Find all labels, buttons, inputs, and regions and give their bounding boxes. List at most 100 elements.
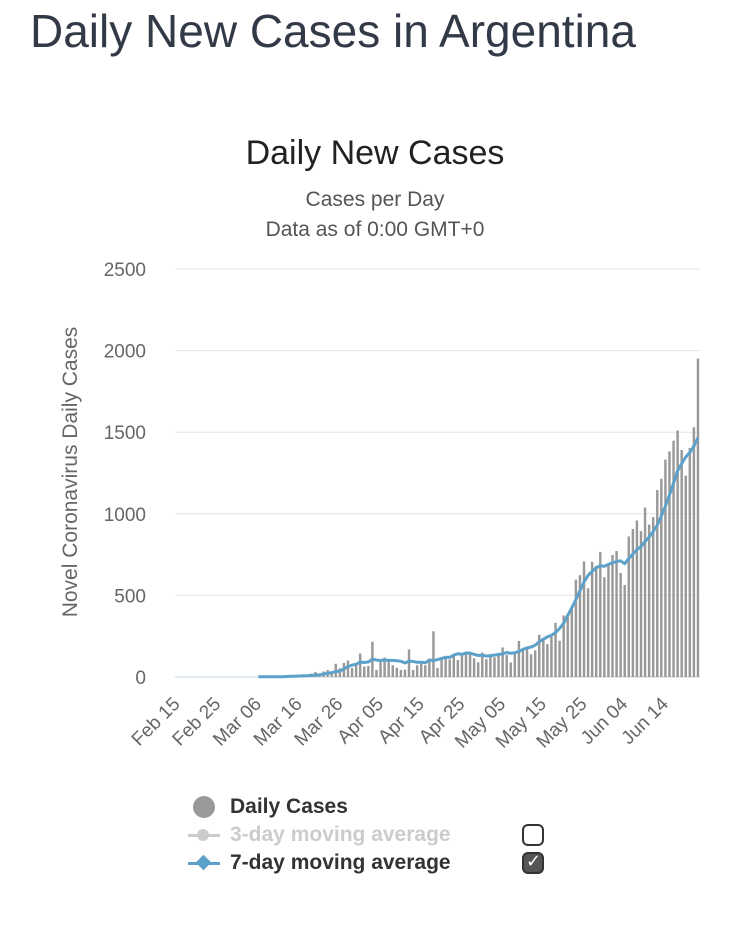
y-tick-label: 0 xyxy=(135,668,146,689)
daily-cases-bar[interactable] xyxy=(566,613,569,677)
daily-cases-bar[interactable] xyxy=(525,648,529,677)
daily-cases-bar[interactable] xyxy=(692,427,696,677)
daily-cases-bar[interactable] xyxy=(676,430,679,677)
daily-cases-bar[interactable] xyxy=(570,606,574,677)
daily-cases-bar[interactable] xyxy=(399,669,403,677)
chart-data-timestamp: Data as of 0:00 GMT+0 xyxy=(265,218,485,241)
daily-cases-bar[interactable] xyxy=(656,489,659,677)
daily-cases-bar[interactable] xyxy=(456,660,460,677)
toggle-3-day-average-checkbox[interactable] xyxy=(522,824,544,846)
daily-cases-bar[interactable] xyxy=(448,659,451,677)
daily-cases-bar[interactable] xyxy=(603,577,606,677)
filled-circle-icon xyxy=(186,793,222,821)
daily-cases-bar[interactable] xyxy=(379,660,382,677)
line-series-7-day-average[interactable] xyxy=(258,436,700,679)
daily-cases-bar[interactable] xyxy=(684,475,687,677)
daily-cases-bar[interactable] xyxy=(631,528,635,677)
daily-cases-bar[interactable] xyxy=(586,588,590,677)
daily-cases-bar[interactable] xyxy=(363,666,366,677)
daily-cases-bar[interactable] xyxy=(440,659,443,677)
daily-cases-bar[interactable] xyxy=(582,561,586,677)
daily-cases-bar[interactable] xyxy=(460,653,464,677)
daily-cases-bar[interactable] xyxy=(346,660,350,677)
daily-cases-bar[interactable] xyxy=(635,520,639,677)
daily-cases-bar[interactable] xyxy=(432,631,435,677)
daily-cases-bar[interactable] xyxy=(468,651,472,677)
daily-cases-bar[interactable] xyxy=(391,665,394,677)
daily-cases-bar[interactable] xyxy=(472,658,476,677)
daily-cases-bar[interactable] xyxy=(680,449,683,677)
daily-cases-bar[interactable] xyxy=(533,650,537,677)
legend-item-daily-cases[interactable]: Daily Cases xyxy=(186,793,586,821)
legend-item-3-day-average[interactable]: 3-day moving average xyxy=(186,821,586,849)
daily-cases-bar[interactable] xyxy=(546,644,549,677)
daily-cases-bar[interactable] xyxy=(558,640,561,677)
bar-series-daily-cases[interactable] xyxy=(257,358,700,677)
daily-cases-bar[interactable] xyxy=(505,654,508,677)
daily-cases-bar[interactable] xyxy=(595,565,598,677)
daily-cases-bar[interactable] xyxy=(611,554,614,677)
daily-cases-bar[interactable] xyxy=(407,649,411,677)
daily-cases-bar[interactable] xyxy=(501,647,504,677)
daily-cases-bar[interactable] xyxy=(672,440,675,677)
daily-cases-bar[interactable] xyxy=(493,657,496,677)
x-tick-label: Jun 14 xyxy=(618,693,673,748)
daily-cases-bar[interactable] xyxy=(529,654,533,677)
daily-cases-bar[interactable] xyxy=(627,536,630,677)
daily-cases-bar[interactable] xyxy=(513,652,517,677)
daily-cases-bar[interactable] xyxy=(688,448,692,677)
daily-cases-bar[interactable] xyxy=(542,637,545,677)
daily-cases-bar[interactable] xyxy=(538,634,541,677)
daily-cases-bar[interactable] xyxy=(696,358,700,677)
toggle-7-day-average-checkbox[interactable]: ✓ xyxy=(522,851,544,874)
daily-cases-bar[interactable] xyxy=(395,667,399,677)
legend-item-7-day-average[interactable]: 7-day moving average ✓ xyxy=(186,849,586,877)
daily-cases-bar[interactable] xyxy=(330,671,333,677)
daily-cases-bar[interactable] xyxy=(428,659,431,677)
daily-cases-bar[interactable] xyxy=(509,662,512,677)
daily-cases-bar[interactable] xyxy=(481,652,484,677)
daily-cases-bar[interactable] xyxy=(590,561,594,677)
daily-cases-bar[interactable] xyxy=(476,662,480,677)
daily-cases-bar[interactable] xyxy=(415,665,419,677)
daily-cases-bar[interactable] xyxy=(623,584,626,677)
daily-cases-bar[interactable] xyxy=(517,640,521,677)
daily-cases-bar[interactable] xyxy=(497,653,500,677)
daily-cases-bar[interactable] xyxy=(354,664,358,677)
daily-cases-bar[interactable] xyxy=(452,655,455,677)
daily-cases-bar[interactable] xyxy=(403,669,407,677)
daily-cases-bar[interactable] xyxy=(387,660,390,677)
daily-cases-bar[interactable] xyxy=(651,517,655,677)
daily-cases-bar[interactable] xyxy=(350,668,354,677)
daily-cases-bar[interactable] xyxy=(639,531,643,677)
daily-cases-bar[interactable] xyxy=(375,669,378,677)
daily-cases-bar[interactable] xyxy=(578,575,582,677)
daily-cases-bar[interactable] xyxy=(664,459,667,677)
daily-cases-bar[interactable] xyxy=(643,507,647,677)
daily-cases-bar[interactable] xyxy=(615,551,618,677)
daily-cases-bar[interactable] xyxy=(619,573,622,677)
daily-cases-bar[interactable] xyxy=(562,615,565,677)
daily-cases-bar[interactable] xyxy=(383,657,386,677)
daily-cases-bar[interactable] xyxy=(358,653,362,677)
daily-cases-bar[interactable] xyxy=(607,563,610,677)
daily-cases-bar[interactable] xyxy=(489,656,492,677)
daily-cases-bar[interactable] xyxy=(485,659,488,677)
daily-cases-bar[interactable] xyxy=(521,650,525,677)
daily-cases-bar[interactable] xyxy=(647,524,651,677)
daily-cases-bar[interactable] xyxy=(599,551,602,677)
daily-cases-bar[interactable] xyxy=(668,451,671,677)
daily-cases-bar[interactable] xyxy=(660,478,663,677)
daily-cases-bar[interactable] xyxy=(367,666,370,677)
seven-day-average-line[interactable] xyxy=(258,436,700,679)
daily-cases-bar[interactable] xyxy=(464,653,468,677)
daily-cases-bar[interactable] xyxy=(574,579,578,677)
daily-cases-bar[interactable] xyxy=(554,622,557,677)
daily-cases-bar[interactable] xyxy=(444,656,447,677)
daily-cases-bar[interactable] xyxy=(550,636,553,677)
daily-cases-bar[interactable] xyxy=(420,663,423,677)
daily-cases-bar[interactable] xyxy=(338,668,342,677)
daily-cases-bar[interactable] xyxy=(411,669,415,677)
daily-cases-bar[interactable] xyxy=(436,667,439,677)
daily-cases-bar[interactable] xyxy=(424,665,427,677)
